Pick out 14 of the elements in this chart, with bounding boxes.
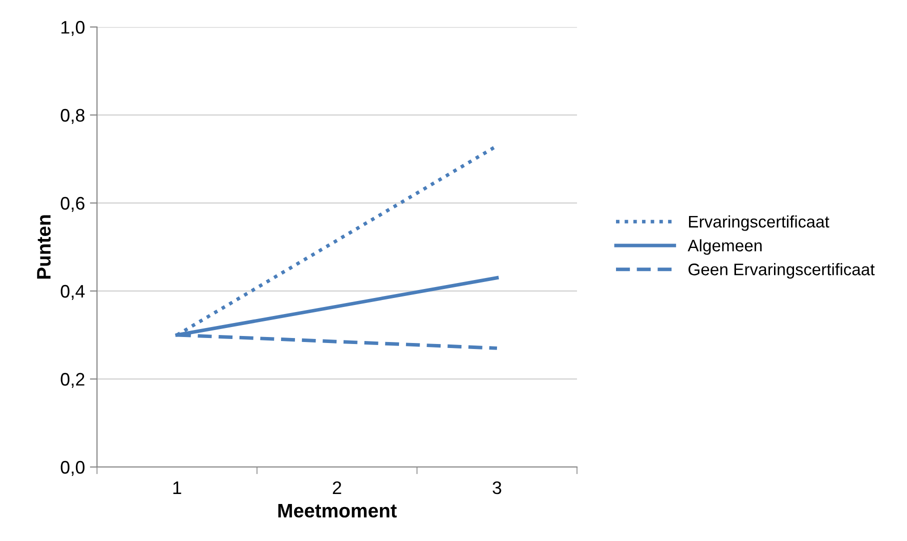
x-tick-label: 2 — [332, 481, 342, 494]
x-tick-label: 1 — [173, 482, 182, 494]
y-tick-label: 0,6 — [60, 196, 84, 212]
y-tick-label: 1,0 — [61, 20, 84, 36]
y-axis-title: Punten — [37, 215, 51, 279]
x-tick-label: 3 — [492, 481, 502, 494]
legend-label: Ervaringscertificaat — [689, 215, 830, 231]
y-tick-label: 0,2 — [60, 372, 84, 388]
legend-label: Geen Ervaringscertificaat — [688, 263, 875, 279]
legend-label: Algemeen — [688, 239, 762, 255]
x-axis-title: Meetmoment — [278, 504, 397, 518]
y-tick-label: 0,4 — [60, 284, 85, 300]
y-tick-label: 0,8 — [60, 108, 84, 124]
y-tick-label: 0,0 — [60, 460, 84, 476]
